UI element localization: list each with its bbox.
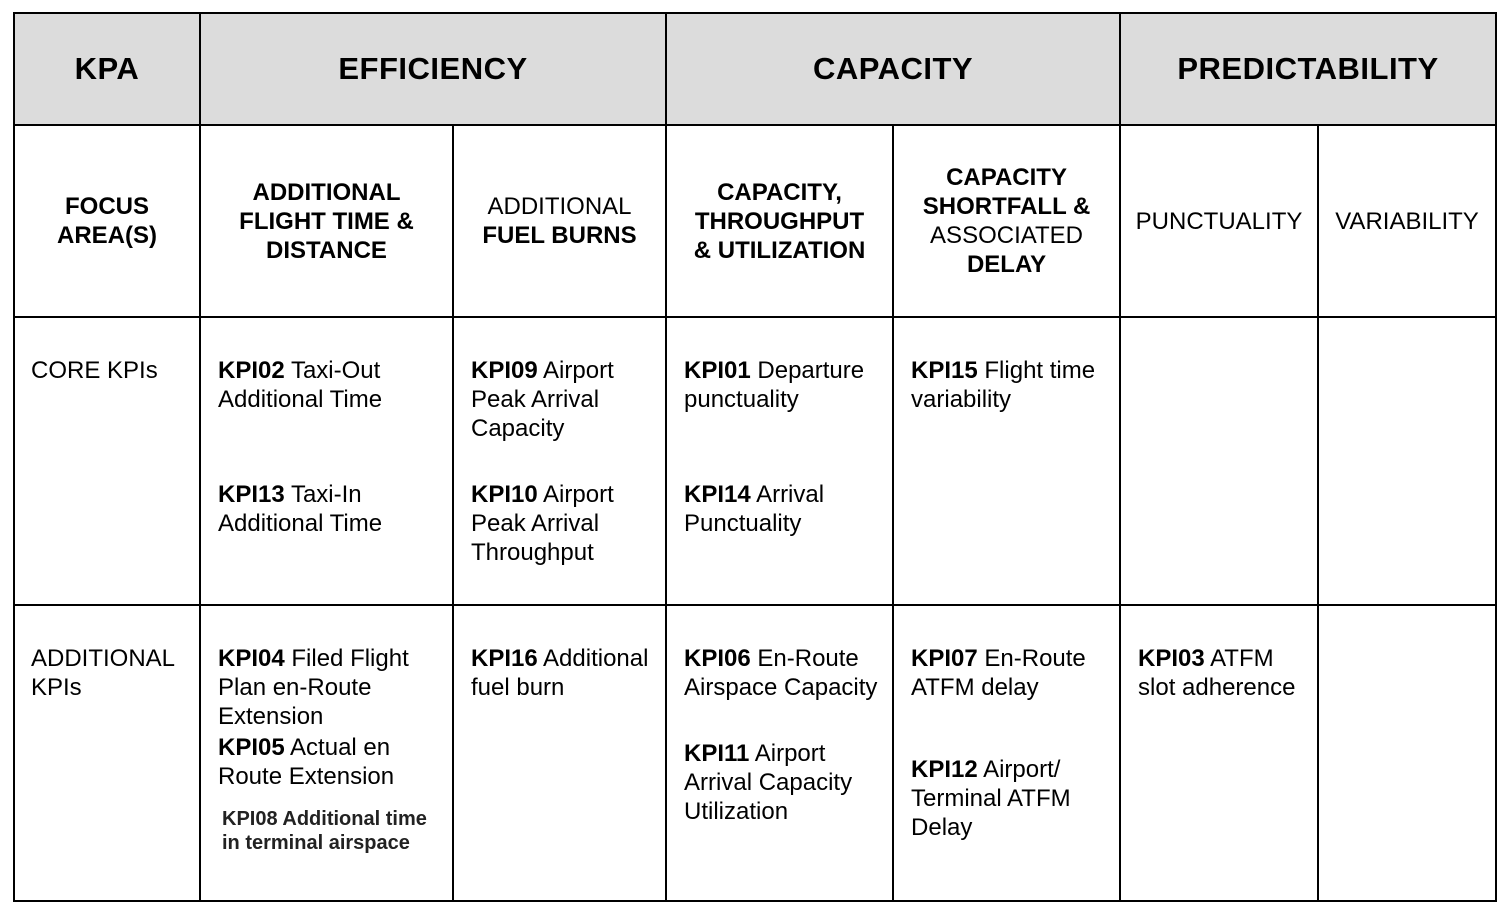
kpi-code: KPI05 <box>218 734 285 761</box>
kpi-item: KPI11 Airport Arrival Capacity Utilizati… <box>684 739 884 826</box>
additional-flight-time-cell: KPI04 Filed Flight Plan en-Route Extensi… <box>199 604 454 902</box>
kpi-item: KPI06 En-Route Airspace Capacity <box>684 644 884 702</box>
kpi-code: KPI07 <box>911 645 978 672</box>
additional-fuel-cell: KPI16 Additional fuel burn <box>451 604 668 902</box>
focus-shortfall-bottom: DELAY <box>966 251 1047 278</box>
core-kpis-label-cell: CORE KPIs <box>13 316 201 606</box>
kpi-text: En-Route Airspace Capacity <box>684 645 878 701</box>
kpi-text: Airport Peak Arrival Capacity <box>471 357 614 442</box>
additional-kpis-label: ADDITIONAL KPIs <box>31 645 175 701</box>
core-kpis-row: CORE KPIs KPI02 Taxi-Out Additional Time… <box>13 316 1498 606</box>
focus-flight-time-distance: ADDITIONAL FLIGHT TIME & DISTANCE <box>199 124 454 318</box>
capacity-header-cell: CAPACITY <box>665 12 1122 126</box>
focus-flight-time-distance-text: ADDITIONAL FLIGHT TIME & DISTANCE <box>239 178 414 264</box>
focus-area-label: FOCUS AREA(S) <box>13 124 201 318</box>
kpi-code: KPI06 <box>684 645 751 672</box>
kpi-code: KPI02 <box>218 357 285 384</box>
kpi-item: KPI07 En-Route ATFM delay <box>911 644 1111 702</box>
focus-fuel-burns-bottom: FUEL BURNS <box>482 222 637 249</box>
kpi-item: KPI04 Filed Flight Plan en-Route Extensi… <box>218 644 444 731</box>
additional-variability-cell <box>1317 604 1498 902</box>
kpi-item-small: KPI08 Additional time in terminal airspa… <box>222 808 427 854</box>
kpi-text: Taxi-Out Additional Time <box>218 357 383 413</box>
additional-shortfall-cell: KPI07 En-Route ATFM delay KPI12 Airport/… <box>892 604 1122 902</box>
kpi-item: KPI13 Taxi-In Additional Time <box>218 480 444 538</box>
core-punctuality-cell <box>1119 316 1320 606</box>
kpi-item: KPI14 Arrival Punctuality <box>684 480 884 538</box>
kpi-item: KPI01 Departure punctuality <box>684 356 884 414</box>
kpi-text: Airport/ Terminal ATFM Delay <box>911 756 1071 841</box>
focus-fuel-burns: ADDITIONAL FUEL BURNS <box>451 124 668 318</box>
kpi-code: KPI03 <box>1138 645 1205 672</box>
kpi-item: KPI15 Flight time variability <box>911 356 1111 414</box>
focus-fuel-burns-top: ADDITIONAL <box>487 193 632 220</box>
kpi-text: Actual en Route Extension <box>218 734 395 790</box>
core-kpis-label: CORE KPIs <box>31 357 158 384</box>
kpi-text: Taxi-In Additional Time <box>218 481 383 537</box>
kpi-text: Departure punctuality <box>684 357 865 413</box>
kpi-item: KPI05 Actual en Route Extension <box>218 733 444 791</box>
kpi-code: KPI10 <box>471 481 538 508</box>
focus-area-label-text: FOCUS AREA(S) <box>57 193 157 249</box>
kpi-text: Flight time variability <box>911 357 1096 413</box>
kpi-item: KPI10 Airport Peak Arrival Throughput <box>471 480 657 567</box>
kpi-text: Arrival Punctuality <box>684 481 825 537</box>
additional-kpis-label-cell: ADDITIONAL KPIs <box>13 604 201 902</box>
kpa-header-cell: KPA <box>13 12 201 126</box>
additional-kpis-row: ADDITIONAL KPIs KPI04 Filed Flight Plan … <box>13 604 1498 902</box>
kpi-code: KPI12 <box>911 756 978 783</box>
kpi-code: KPI09 <box>471 357 538 384</box>
predictability-header-cell: PREDICTABILITY <box>1119 12 1498 126</box>
focus-capacity-throughput: CAPACITY, THROUGHPUT & UTILIZATION <box>665 124 895 318</box>
focus-area-row: FOCUS AREA(S) ADDITIONAL FLIGHT TIME & D… <box>13 124 1498 318</box>
kpi-code: KPI11 <box>684 740 750 767</box>
core-shortfall-cell: KPI15 Flight time variability <box>892 316 1122 606</box>
core-flight-time-cell: KPI02 Taxi-Out Additional Time KPI13 Tax… <box>199 316 454 606</box>
kpi-code: KPI13 <box>218 481 285 508</box>
kpi-text: Additional fuel burn <box>471 645 649 701</box>
core-variability-cell <box>1317 316 1498 606</box>
focus-capacity-throughput-text: CAPACITY, THROUGHPUT & UTILIZATION <box>693 178 866 264</box>
kpi-text: Airport Arrival Capacity Utilization <box>684 740 853 825</box>
kpi-item: KPI02 Taxi-Out Additional Time <box>218 356 444 414</box>
kpi-text: En-Route ATFM delay <box>911 645 1086 701</box>
focus-variability: VARIABILITY <box>1317 124 1498 318</box>
kpa-header-row: KPA EFFICIENCY CAPACITY PREDICTABILITY <box>13 12 1498 126</box>
efficiency-header-cell: EFFICIENCY <box>198 12 668 126</box>
kpi-item: KPI12 Airport/ Terminal ATFM Delay <box>911 755 1111 842</box>
focus-shortfall-top: CAPACITY SHORTFALL & <box>922 164 1091 220</box>
kpi-code: KPI14 <box>684 481 751 508</box>
kpi-text: Airport Peak Arrival Throughput <box>471 481 614 566</box>
kpi-code: KPI15 <box>911 357 978 384</box>
additional-capacity-cell: KPI06 En-Route Airspace Capacity KPI11 A… <box>665 604 895 902</box>
kpi-text: Filed Flight Plan en-Route Extension <box>218 645 409 730</box>
kpi-item: KPI09 Airport Peak Arrival Capacity <box>471 356 657 443</box>
kpi-item: KPI16 Additional fuel burn <box>471 644 657 702</box>
kpi-text: ATFM slot adherence <box>1138 645 1296 701</box>
kpa-kpi-table: KPA EFFICIENCY CAPACITY PREDICTABILITY F… <box>13 12 1498 902</box>
kpi-code: KPI16 <box>471 645 538 672</box>
focus-punctuality: PUNCTUALITY <box>1119 124 1320 318</box>
core-fuel-cell: KPI09 Airport Peak Arrival Capacity KPI1… <box>451 316 668 606</box>
core-capacity-cell: KPI01 Departure punctuality KPI14 Arriva… <box>665 316 895 606</box>
additional-punctuality-cell: KPI03 ATFM slot adherence <box>1119 604 1320 902</box>
focus-capacity-shortfall: CAPACITY SHORTFALL & ASSOCIATED DELAY <box>892 124 1122 318</box>
kpi-item: KPI03 ATFM slot adherence <box>1138 644 1309 702</box>
kpi-code: KPI04 <box>218 645 285 672</box>
kpi-code: KPI01 <box>684 357 751 384</box>
focus-shortfall-mid: ASSOCIATED <box>930 222 1083 249</box>
